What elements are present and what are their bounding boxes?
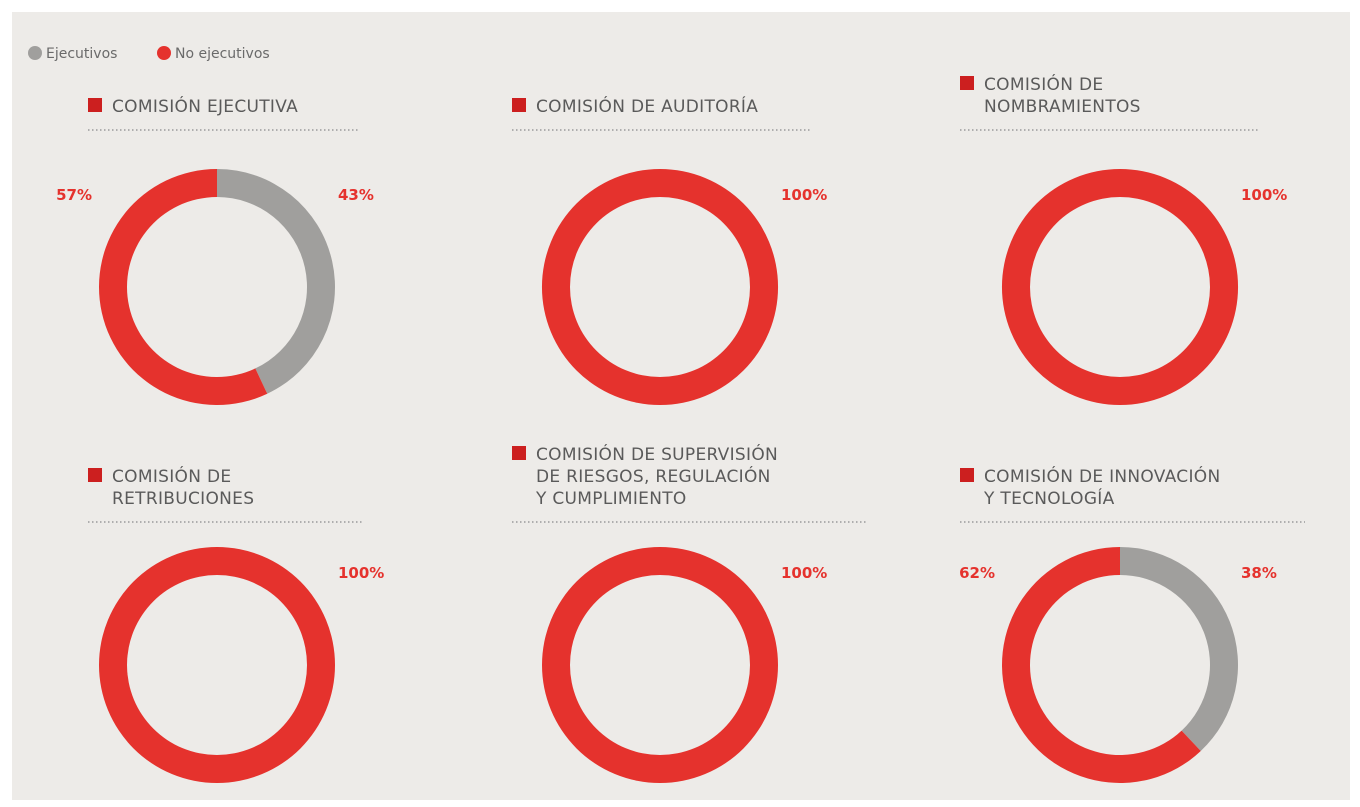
title-marker: [960, 468, 974, 482]
chart-title: NOMBRAMIENTOS: [984, 97, 1141, 117]
chart-title: COMISIÓN DE AUDITORÍA: [536, 95, 758, 117]
legend-label: Ejecutivos: [46, 46, 117, 62]
value-label: 100%: [338, 564, 384, 582]
chart-title: Y TECNOLOGÍA: [983, 487, 1115, 509]
chart-title: COMISIÓN DE: [984, 73, 1103, 95]
donut-segment: [1002, 547, 1201, 784]
donut-segment: [98, 169, 268, 405]
panel-background: [12, 12, 1350, 800]
value-label: 62%: [959, 564, 995, 582]
chart-title: Y CUMPLIMIENTO: [535, 489, 687, 509]
value-label: 38%: [1241, 564, 1277, 582]
title-marker: [88, 98, 102, 112]
value-label: 100%: [781, 564, 827, 582]
value-label: 100%: [781, 186, 827, 204]
legend-label: No ejecutivos: [175, 46, 270, 62]
chart-title: COMISIÓN DE SUPERVISIÓN: [536, 443, 778, 465]
chart-title: DE RIESGOS, REGULACIÓN: [536, 465, 771, 487]
chart-title: COMISIÓN DE INNOVACIÓN: [984, 465, 1220, 487]
donut-segment: [217, 169, 335, 394]
title-marker: [512, 98, 526, 112]
value-label: 57%: [56, 186, 92, 204]
legend-marker: [28, 46, 42, 60]
chart-title: COMISIÓN DE: [112, 465, 231, 487]
value-label: 100%: [1241, 186, 1287, 204]
title-marker: [88, 468, 102, 482]
chart-title: RETRIBUCIONES: [112, 489, 254, 509]
legend-marker: [157, 46, 171, 60]
title-marker: [512, 446, 526, 460]
donut-segment: [1120, 547, 1238, 752]
value-label: 43%: [338, 186, 374, 204]
title-marker: [960, 76, 974, 90]
chart-title: COMISIÓN EJECUTIVA: [112, 95, 298, 117]
